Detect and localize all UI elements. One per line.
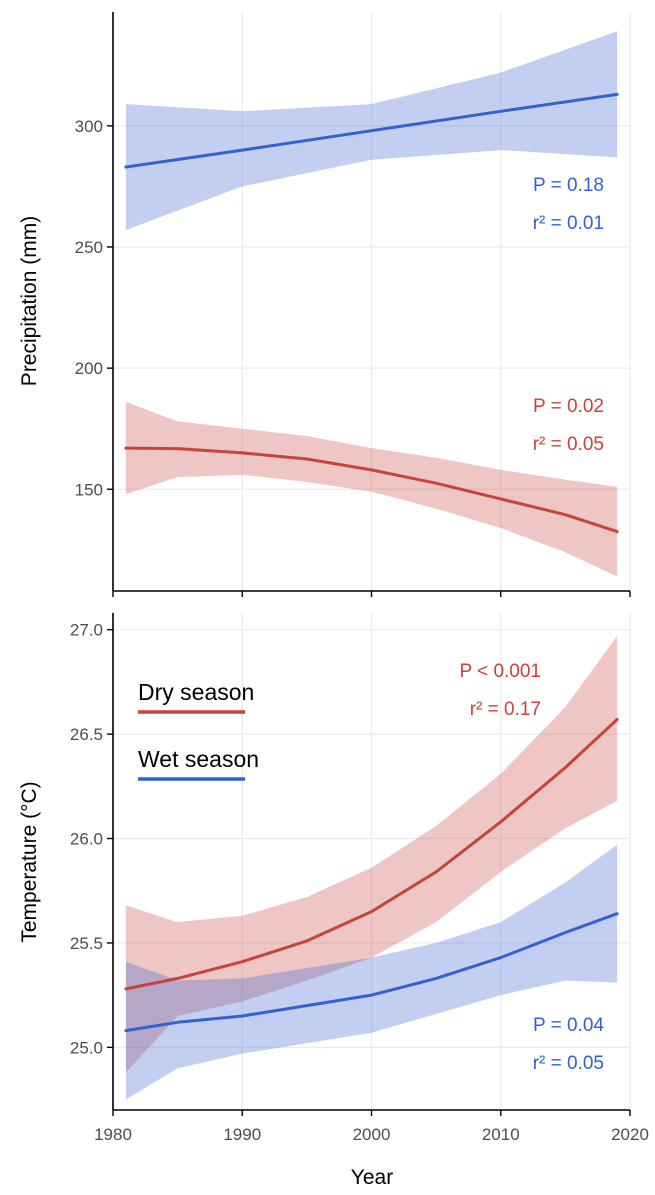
temperature-x-tick-label: 1980 (94, 1125, 132, 1144)
precipitation-panel: 150 200 250 300 P = 0.18 r² = 0.01 P = 0.02 r² … (75, 12, 631, 597)
legend-label-wet-season: Wet season (138, 746, 259, 772)
precipitation-dry-season-line (124, 446, 619, 534)
temperature-x-tick-label: 2000 (353, 1125, 391, 1144)
temperature-panel: 25.0 25.5 26.0 26.5 27.0 1980 1990 2000 2010 2020… (70, 613, 649, 1144)
precipitation-y-tick-label: 250 (75, 238, 103, 257)
temperature-y-tick-label: 26.0 (70, 830, 103, 849)
precipitation-wet-season-p-value: P = 0.18 (533, 175, 604, 196)
legend-label-dry-season: Dry season (138, 679, 254, 705)
precipitation-dry-season-band (125, 402, 618, 577)
temperature-dry-season-band (125, 636, 618, 1073)
temperature-axis-title: Temperature (°C) (18, 781, 41, 942)
precipitation-y-tick-label: 200 (75, 359, 103, 378)
temperature-wet-season-p-value: P = 0.04 (533, 1015, 604, 1036)
precipitation-y-tick-label: 150 (75, 480, 103, 499)
temperature-x-tick-label: 1990 (223, 1125, 261, 1144)
precipitation-wet-season-r-squared: r² = 0.01 (533, 213, 604, 234)
temperature-wet-season-r-squared: r² = 0.05 (533, 1053, 604, 1074)
temperature-x-tick-label: 2020 (611, 1125, 649, 1144)
temperature-y-tick-label: 27.0 (70, 621, 103, 640)
precipitation-dry-season-r-squared: r² = 0.05 (533, 434, 604, 455)
temperature-y-tick-label: 25.5 (70, 934, 103, 953)
temperature-wet-season-line (124, 912, 619, 1033)
temperature-y-tick-label: 26.5 (70, 725, 103, 744)
temperature-wet-season-band (125, 844, 618, 1100)
temperature-y-tick-label: 25.0 (70, 1038, 103, 1057)
temperature-dry-season-p-value: P < 0.001 (459, 661, 541, 682)
precipitation-y-tick-label: 300 (75, 117, 103, 136)
precipitation-dry-season-p-value: P = 0.02 (533, 396, 604, 417)
temperature-x-tick-label: 2010 (482, 1125, 520, 1144)
precipitation-axis-title: Precipitation (mm) (18, 216, 41, 386)
year-axis-title: Year (351, 1166, 393, 1189)
temperature-dry-season-line (124, 718, 619, 991)
temperature-dry-season-r-squared: r² = 0.17 (470, 699, 541, 720)
precipitation-wet-season-line (124, 92, 619, 169)
